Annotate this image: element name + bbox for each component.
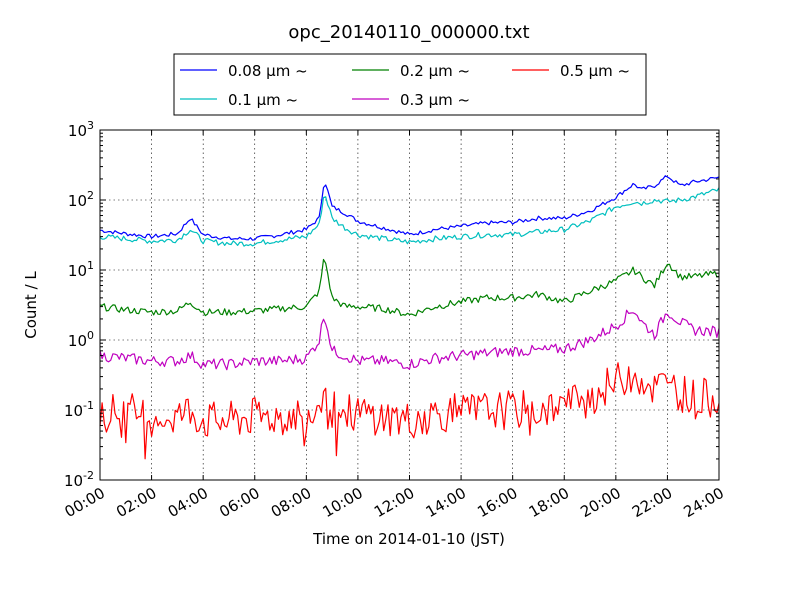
y-axis-label: Count / L [22, 271, 40, 339]
y-tick-label: 103 [68, 119, 94, 140]
x-axis-label: Time on 2014-01-10 (JST) [312, 530, 505, 548]
legend-label: 0.08 μm ~ [228, 62, 308, 80]
x-tick-label: 14:00 [423, 484, 469, 521]
x-tick-label: 08:00 [268, 484, 314, 521]
ticks [99, 129, 720, 481]
series-line [99, 187, 720, 247]
x-tick-label: 18:00 [526, 484, 572, 521]
chart-title: opc_20140110_000000.txt [288, 22, 529, 43]
x-tick-label: 16:00 [474, 484, 520, 521]
x-tick-label: 22:00 [629, 484, 675, 521]
legend: 0.08 μm ~ 0.1 μm ~ 0.2 μm ~ 0.3 μm ~ 0.5 μm … [173, 53, 647, 116]
series-line [99, 309, 720, 371]
legend-label: 0.1 μm ~ [228, 91, 298, 109]
legend-label: 0.2 μm ~ [400, 62, 470, 80]
legend-box [173, 53, 647, 116]
series-line [99, 258, 720, 317]
y-tick-label: 102 [68, 189, 94, 210]
y-tick-label: 100 [68, 329, 94, 350]
x-tick-label: 04:00 [165, 484, 211, 521]
x-tick-label: 12:00 [371, 484, 417, 521]
series-line [100, 175, 720, 241]
y-tick-label: 101 [68, 259, 94, 280]
x-tick-label: 20:00 [577, 484, 623, 521]
y-tick-label: 10-1 [64, 399, 94, 420]
x-tick-labels: 00:00 02:00 04:00 06:00 08:00 10:00 12:00 14:00… [62, 484, 727, 521]
y-tick-label: 10-2 [64, 469, 94, 490]
y-tick-labels: 10-2 10-1 100 101 102 103 [64, 119, 94, 490]
x-tick-label: 06:00 [216, 484, 262, 521]
x-tick-label: 10:00 [319, 484, 365, 521]
legend-label: 0.5 μm ~ [560, 62, 630, 80]
series-layer [99, 175, 720, 460]
legend-label: 0.3 μm ~ [400, 91, 470, 109]
x-tick-label: 02:00 [113, 484, 159, 521]
x-tick-label: 24:00 [681, 484, 727, 521]
series-line [99, 362, 720, 460]
